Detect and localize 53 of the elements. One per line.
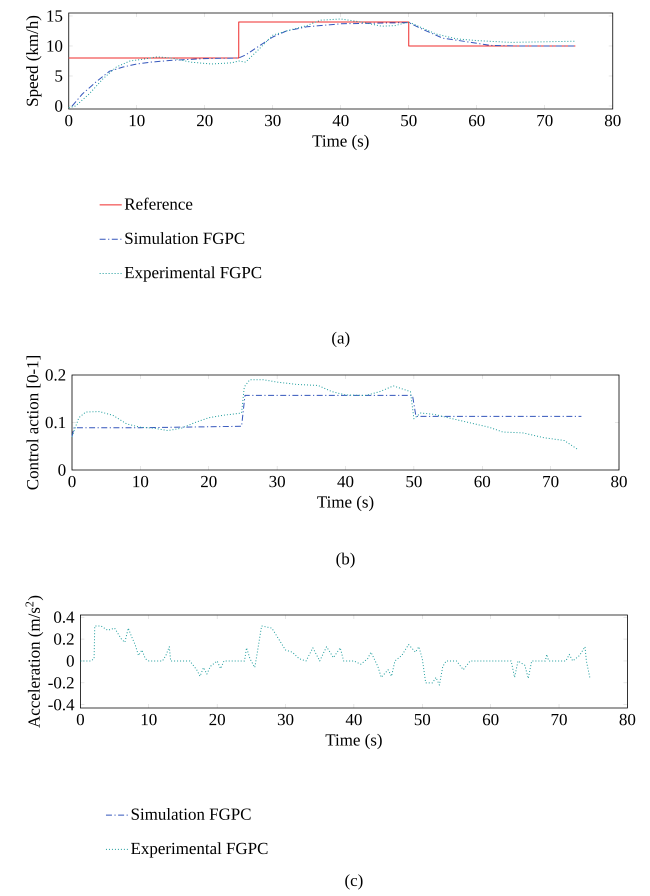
- x-tick-label: 20: [201, 476, 217, 488]
- x-tick-label: 70: [543, 476, 558, 488]
- line-series: [80, 625, 590, 686]
- x-tick-label: 50: [414, 714, 430, 726]
- x-tick-label: 30: [278, 714, 294, 726]
- legend-label: Simulation FGPC: [125, 232, 244, 244]
- x-tick-label: 60: [474, 476, 490, 488]
- x-axis-title: Time (s): [312, 134, 369, 150]
- y-axis-title: Control action [0-1]: [26, 356, 40, 490]
- x-tick-label: 80: [620, 714, 636, 726]
- x-tick-label: 10: [130, 114, 145, 126]
- y-tick-label: 0.2: [46, 369, 66, 381]
- text: (a): [332, 332, 350, 348]
- y-tick-label: 0.2: [54, 633, 74, 645]
- text: (b): [336, 552, 355, 568]
- x-tick-label: 20: [209, 714, 225, 726]
- y-tick-label: 5: [55, 70, 62, 82]
- y-tick-label: 0: [66, 655, 74, 667]
- text: (c): [345, 874, 363, 890]
- y-tick-label: -0.2: [48, 677, 74, 689]
- x-tick-label: 50: [406, 476, 422, 488]
- legend-label: Simulation FGPC: [132, 808, 251, 820]
- x-tick-label: 50: [401, 114, 417, 126]
- x-tick-label: 10: [142, 714, 157, 726]
- x-tick-label: 80: [604, 114, 621, 126]
- x-tick-label: 40: [332, 114, 349, 126]
- y-tick-label: -0.4: [48, 698, 74, 710]
- x-tick-label: 60: [482, 714, 498, 726]
- x-axis-title: Time (s): [317, 496, 374, 512]
- x-tick-label: 30: [269, 476, 285, 488]
- legend-label: Experimental FGPC: [131, 842, 268, 858]
- y-tick-label: 15: [47, 10, 62, 22]
- x-tick-label: 10: [133, 476, 148, 488]
- x-tick-label: 30: [265, 114, 281, 126]
- x-tick-label: 20: [197, 114, 213, 126]
- y-axis-title: Acceleration (m/s$^{2}$): [26, 596, 44, 728]
- legend-label: Experimental FGPC: [124, 266, 262, 282]
- y-tick-label: 0: [55, 100, 62, 112]
- x-tick-label: 0: [76, 714, 84, 726]
- x-tick-label: 80: [611, 476, 627, 488]
- y-tick-label: 0: [58, 464, 66, 476]
- y-tick-label: 0.1: [46, 416, 66, 428]
- x-tick-label: 70: [537, 114, 553, 126]
- y-tick-label: 10: [47, 40, 62, 52]
- x-tick-label: 40: [337, 476, 354, 488]
- y-axis-title: Speed (km/h): [26, 16, 42, 106]
- y-tick-label: 0.4: [54, 611, 74, 623]
- x-tick-label: 70: [552, 714, 567, 726]
- x-tick-label: 60: [469, 114, 485, 126]
- x-tick-label: 40: [346, 714, 362, 726]
- x-axis-title: Time (s): [326, 734, 382, 750]
- legend-label: Reference: [124, 198, 192, 210]
- line-series: [72, 394, 582, 438]
